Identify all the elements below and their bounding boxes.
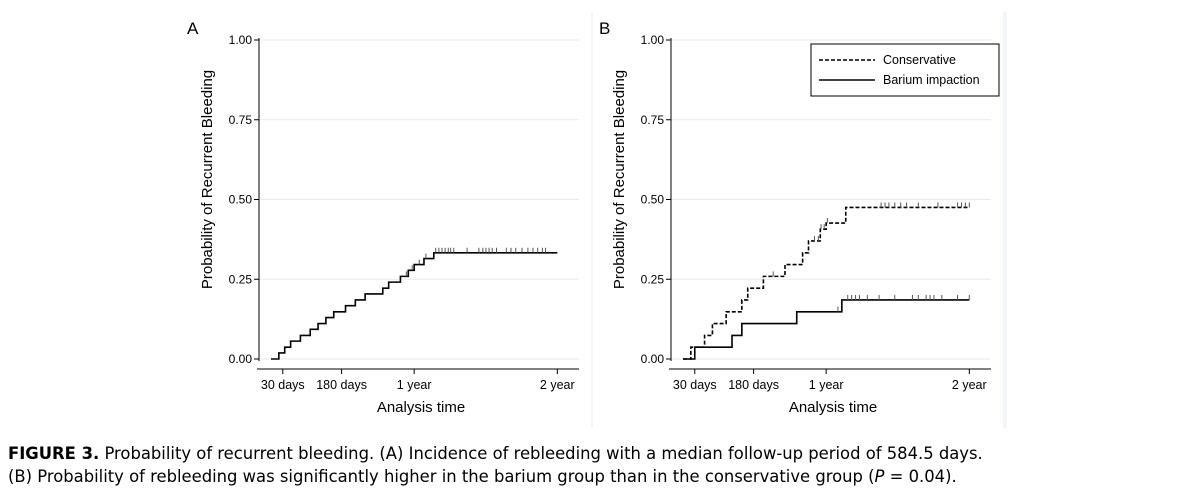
caption-text-1: Probability of recurrent bleeding. (A) I…: [104, 444, 983, 463]
x-tick-label: 30 days: [261, 378, 305, 392]
legend-label: Conservative: [883, 53, 956, 67]
x-tick-label: 180 days: [728, 378, 779, 392]
legend-box: [810, 43, 1000, 97]
y-tick-label: 0.25: [229, 272, 253, 286]
figure-panels: 0.00 0.25 0.50 0.75 1.00 30 days 180 days 1 yea…: [181, 12, 1007, 428]
y-tick-label: 0.75: [229, 113, 253, 127]
caption-figure-label: FIGURE 3.: [8, 444, 100, 463]
caption-p-symbol: P: [874, 467, 885, 486]
y-axis-title: Probability of Recurrent Bleeding: [199, 70, 216, 289]
panel-B: 0.00 0.25 0.50 0.75 1.00 30 days 180 days 1 yea…: [593, 12, 1003, 428]
legend-label: Barium impaction: [883, 73, 980, 87]
y-tick-label: 1.00: [229, 33, 253, 47]
caption-line-1: FIGURE 3. Probability of recurrent bleed…: [8, 442, 1176, 465]
caption-text-2a: (B) Probability of rebleeding was signif…: [8, 467, 875, 486]
caption-line-2: (B) Probability of rebleeding was signif…: [8, 465, 1176, 488]
x-tick-label: 180 days: [316, 378, 367, 392]
x-axis-title: Analysis time: [377, 399, 465, 416]
x-tick-label: 2 year: [952, 378, 987, 392]
x-tick-label: 1 year: [809, 378, 844, 392]
figure-caption: FIGURE 3. Probability of recurrent bleed…: [8, 442, 1176, 488]
panel-A: 0.00 0.25 0.50 0.75 1.00 30 days 180 days 1 yea…: [181, 12, 591, 428]
caption-text-2b: = 0.04).: [884, 467, 957, 486]
x-tick-label: 2 year: [540, 378, 575, 392]
panel-letter: B: [599, 19, 610, 38]
series-line-barium-impaction: [683, 299, 970, 360]
y-tick-label: 0.50: [641, 193, 665, 207]
y-tick-label: 0.00: [641, 352, 665, 366]
y-tick-label: 0.00: [229, 352, 253, 366]
x-tick-label: 30 days: [673, 378, 717, 392]
series-line-conservative: [683, 206, 970, 360]
series-line-all: [271, 251, 558, 360]
y-tick-label: 1.00: [641, 33, 665, 47]
y-tick-label: 0.50: [229, 193, 253, 207]
x-axis-title: Analysis time: [789, 399, 877, 416]
x-tick-label: 1 year: [397, 378, 432, 392]
y-tick-label: 0.75: [641, 113, 665, 127]
y-axis-title: Probability of Recurrent Bleeding: [611, 70, 628, 289]
y-tick-label: 0.25: [641, 272, 665, 286]
panel-letter: A: [187, 19, 199, 38]
